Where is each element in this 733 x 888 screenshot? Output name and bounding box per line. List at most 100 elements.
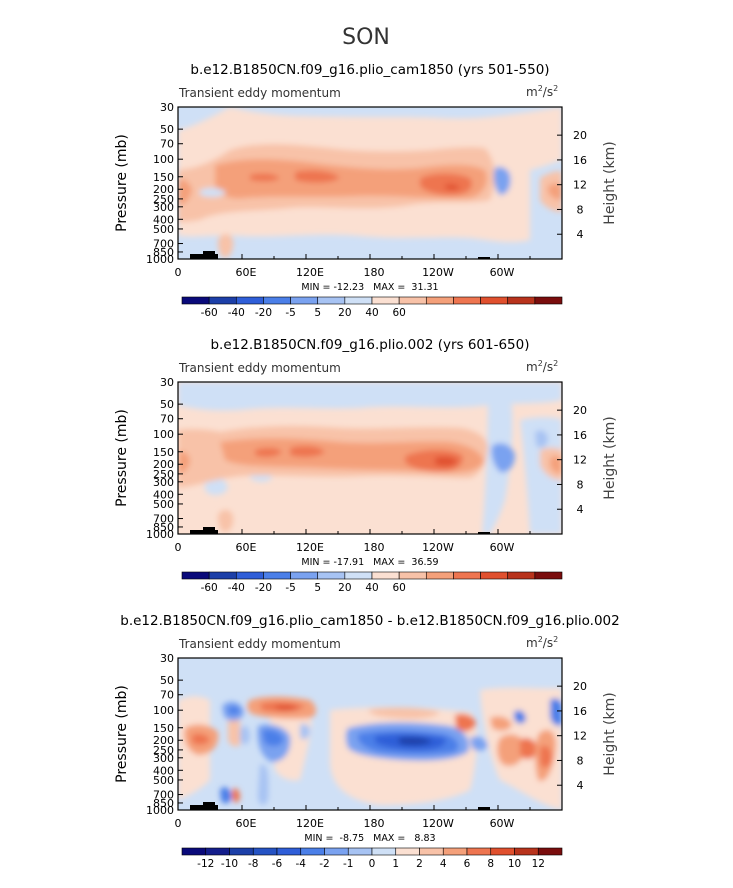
panel-2-colorbar-label: -60	[201, 582, 218, 594]
panel-2-colorbar-swatch	[290, 571, 319, 580]
panel-2-y-tick-label: 1000	[146, 528, 174, 541]
panel-2-height-tick-label: 12	[573, 454, 587, 467]
panel-3-colorbar-label: -8	[248, 858, 258, 870]
panel-3-y-tick-label: 500	[153, 774, 174, 787]
panel-1-colorbar-swatch	[453, 296, 481, 305]
panel-3-variable-label: Transient eddy momentum	[178, 637, 341, 651]
panel-3-height-tick-label: 20	[573, 680, 587, 693]
panel-2-colorbar-swatch	[453, 571, 481, 580]
panel-1: b.e12.B1850CN.f09_g16.plio_cam1850 (yrs …	[114, 62, 618, 319]
panel-1-variable-label: Transient eddy momentum	[178, 86, 341, 100]
panel-2-x-tick-label: 0	[175, 541, 182, 554]
panel-2-contour-fill	[178, 382, 562, 534]
panel-3-title: b.e12.B1850CN.f09_g16.plio_cam1850 - b.e…	[120, 613, 619, 629]
panel-2-topography-2	[203, 527, 215, 531]
panel-3-y-tick-label: 700	[153, 789, 174, 802]
panel-1-height-tick-label: 8	[577, 203, 584, 216]
panel-1-height-tick-label: 20	[573, 129, 587, 142]
panel-3-colorbar-swatch	[514, 847, 539, 856]
panel-1-colorbar-swatch	[398, 296, 427, 305]
panel-3-colorbar-label: -6	[272, 858, 283, 870]
panel-1-x-tick-label: 60E	[236, 266, 257, 279]
panel-1-colorbar-swatch	[534, 296, 563, 305]
panel-3-y-tick-label: 70	[160, 689, 174, 702]
panel-1-colorbar-label: -20	[255, 307, 272, 319]
panel-3-colorbar-swatch	[371, 847, 397, 856]
panel-3-colorbar-swatch	[300, 847, 325, 856]
panel-1-y-tick-label: 70	[160, 138, 174, 151]
panel-2-colorbar-swatch	[263, 571, 291, 580]
panel-2-y-tick-label: 400	[153, 488, 174, 501]
panel-3-y-tick-label: 200	[153, 734, 174, 747]
panel-1-colorbar-swatch	[181, 296, 210, 305]
panel-1-colorbar-label: 5	[314, 307, 321, 319]
panel-1-x-tick-label: 120W	[422, 266, 454, 279]
panel-1-colorbar-label: 40	[365, 307, 378, 319]
panel-3-colorbar-label: -1	[343, 858, 353, 870]
panel-2-y-axis-label-right: Height (km)	[602, 416, 618, 499]
panel-1-colorbar-swatch	[290, 296, 319, 305]
panel-1-height-tick-label: 4	[577, 228, 584, 241]
panel-3-x-tick-label: 120E	[296, 817, 324, 830]
panel-3-colorbar-swatch	[181, 847, 207, 856]
panel-1-colorbar-label: -60	[201, 307, 218, 319]
panel-1-units: m2/s2	[526, 84, 558, 99]
panel-2-y-tick-label: 100	[153, 428, 174, 441]
panel-1-colorbar-swatch	[344, 296, 373, 305]
panel-2-y-tick-label: 700	[153, 513, 174, 526]
panel-2-colorbar-label: 60	[392, 582, 405, 594]
panel-3-colorbar-label: 12	[532, 858, 545, 870]
panel-1-colorbar-swatch	[425, 296, 454, 305]
panel-2-colorbar-label: -20	[255, 582, 272, 594]
panel-1-colorbar-swatch	[208, 296, 237, 305]
panel-3-topography	[190, 805, 218, 810]
panel-1-y-axis-label: Pressure (mb)	[114, 134, 130, 232]
panel-3-height-tick-label: 16	[573, 705, 587, 718]
panel-1-y-tick-label: 100	[153, 153, 174, 166]
panel-2-colorbar-swatch	[371, 571, 400, 580]
panel-2-colorbar-label: 5	[314, 582, 321, 594]
panel-1-y-tick-label: 250	[153, 193, 174, 206]
panel-2-colorbar-swatch	[507, 571, 536, 580]
panel-2-colorbar-swatch	[181, 571, 210, 580]
panel-3-y-tick-label: 1000	[146, 804, 174, 817]
panel-3: b.e12.B1850CN.f09_g16.plio_cam1850 - b.e…	[114, 613, 620, 870]
panel-1-y-tick-label: 30	[160, 101, 174, 114]
panel-2-y-tick-label: 30	[160, 376, 174, 389]
panel-3-colorbar-swatch	[466, 847, 492, 856]
panel-1-colorbar-label: -5	[285, 307, 295, 319]
panel-3-height-tick-label: 8	[577, 754, 584, 767]
panel-1-topography	[190, 254, 218, 259]
panel-2-colorbar-label: 20	[338, 582, 351, 594]
panel-3-colorbar-label: -12	[197, 858, 214, 870]
panel-2-colorbar-swatch	[317, 571, 346, 580]
panel-3-y-tick-label: 30	[160, 652, 174, 665]
panel-2-colorbar-label: -5	[285, 582, 295, 594]
panel-3-colorbar-swatch	[276, 847, 302, 856]
panel-1-height-tick-label: 12	[573, 179, 587, 192]
panel-1-height-ticks: 20 16 12 8 4	[557, 129, 587, 241]
panel-3-y-tick-label: 50	[160, 674, 174, 687]
panel-3-colorbar-swatch	[252, 847, 278, 856]
panel-3-colorbar-swatch	[490, 847, 515, 856]
panel-3-y-axis-label: Pressure (mb)	[114, 685, 130, 783]
panel-3-y-tick-label: 300	[153, 752, 174, 765]
panel-3-y-tick-label: 850	[153, 797, 174, 810]
panel-1-colorbar-label: 20	[338, 307, 351, 319]
panel-2-x-tick-label: 60W	[490, 541, 515, 554]
panel-2: b.e12.B1850CN.f09_g16.plio.002 (yrs 601-…	[114, 337, 618, 594]
panel-3-colorbar-label: 2	[416, 858, 423, 870]
panel-3-x-tick-label: 60W	[490, 817, 515, 830]
panel-3-colorbar-label: 0	[369, 858, 376, 870]
panel-2-height-tick-label: 8	[577, 478, 584, 491]
panel-2-colorbar-swatch	[480, 571, 509, 580]
panel-1-y-tick-label: 300	[153, 201, 174, 214]
panel-2-y-tick-label: 150	[153, 446, 174, 459]
panel-2-stats: MIN = -17.91 MAX = 36.59	[301, 557, 438, 568]
panel-1-colorbar-swatch	[317, 296, 346, 305]
panel-2-y-axis-label: Pressure (mb)	[114, 409, 130, 507]
panel-3-contour-fill	[178, 687, 562, 810]
panel-2-colorbar-swatch	[344, 571, 373, 580]
panel-2-units: m2/s2	[526, 359, 558, 374]
